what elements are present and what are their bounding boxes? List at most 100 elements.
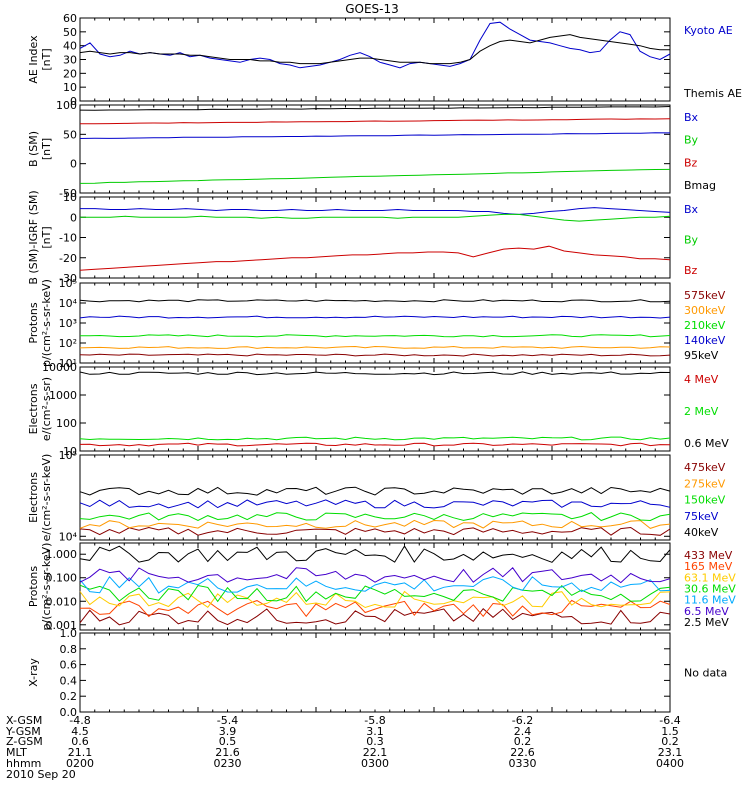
y-tick-label: -50 <box>59 187 77 200</box>
series-line <box>79 371 671 376</box>
footer-value: 0.3 <box>366 735 384 748</box>
legend-entry: 95keV <box>684 349 719 362</box>
panel-frame <box>79 104 671 194</box>
y-axis-title-line2: e/(cm²-s-sr) <box>40 377 53 441</box>
y-axis-title: Protons p/(cm²-s-sr-keV) <box>27 279 53 367</box>
series-line <box>79 499 671 509</box>
y-tick-label: 10⁵ <box>59 449 77 462</box>
y-tick-label: 10⁴ <box>59 530 78 543</box>
legend-entry: 6.5 MeV <box>684 605 729 618</box>
y-tick-label: 0.6 <box>60 659 78 672</box>
footer-row-label: X-GSM <box>6 714 42 727</box>
y-tick-label: 10¹ <box>59 357 77 370</box>
panel-frame <box>79 632 671 713</box>
panel-frame <box>79 282 671 364</box>
footer-row-label: hhmm <box>6 757 41 770</box>
footer-row-label: Z-GSM <box>6 735 43 748</box>
y-axis-title-line1: AE Index <box>27 35 40 84</box>
series-line <box>79 526 671 536</box>
footer-value: 0200 <box>66 757 94 770</box>
legend-entry: 30.6 MeV <box>684 583 736 596</box>
legend-entry: 40keV <box>684 526 719 539</box>
y-axis-title-line1: Protons <box>27 566 40 607</box>
legend-entry: By <box>684 134 699 147</box>
y-tick-label: 100 <box>56 99 77 112</box>
footer-value: 0330 <box>509 757 537 770</box>
legend-entry: 63.1 MeV <box>684 571 736 584</box>
y-tick-label: 10 <box>63 445 77 458</box>
series-line <box>79 545 671 563</box>
y-tick-label: 0.4 <box>60 674 78 687</box>
y-tick-label: 30 <box>63 54 77 67</box>
legend-entry: Themis AE <box>683 87 742 100</box>
legend-entry: Bx <box>684 111 699 124</box>
legend-entry: 165 MeV <box>684 560 733 573</box>
panel-3: -30 -20 -10 0 10 B (SM)-IGRF (SM) [nT] Bx By Bz <box>27 190 699 285</box>
footer-value: -4.8 <box>69 714 90 727</box>
y-tick-label: 0.010 <box>46 595 78 608</box>
legend-entry: 140keV <box>684 334 726 347</box>
legend-entry: 475keV <box>684 461 726 474</box>
y-tick-label: -20 <box>59 252 77 265</box>
y-axis-title-line2: [nT] <box>40 226 53 248</box>
legend-entry: 75keV <box>684 510 719 523</box>
y-tick-label: -10 <box>59 232 77 245</box>
series-line <box>79 21 671 69</box>
y-tick-label: 100 <box>56 417 77 430</box>
y-axis-title-line1: B (SM) <box>27 131 40 167</box>
y-tick-label: 0 <box>70 95 77 108</box>
series-line <box>79 442 671 447</box>
y-tick-label: 40 <box>63 40 77 53</box>
y-tick-label: 10000 <box>42 361 77 374</box>
y-tick-label: 10⁴ <box>59 297 78 310</box>
y-tick-label: 0 <box>70 211 77 224</box>
y-axis-title: X-ray <box>27 658 40 687</box>
legend-entry: Bx <box>684 203 699 216</box>
series-line <box>79 599 671 618</box>
series-line <box>79 345 671 349</box>
y-tick-label: 1.000 <box>46 548 78 561</box>
footer-value: 0300 <box>361 757 389 770</box>
footer-value: -6.4 <box>659 714 680 727</box>
footer-value: 1.5 <box>661 725 679 738</box>
y-axis-title-line1: Protons <box>27 302 40 343</box>
y-axis-title-line1: X-ray <box>27 658 40 687</box>
y-axis-title-line2: p/(cm²-s-sr-keV) <box>40 279 53 367</box>
series-line <box>79 436 671 441</box>
panel-4: 10¹ 10² 10³ 10⁴ 10⁵ Protons p/(cm²-s-sr-keV) 57… <box>27 277 726 370</box>
series-line <box>79 168 671 184</box>
legend-entry: Bz <box>684 156 698 169</box>
series-line <box>79 519 671 529</box>
series-line <box>79 34 670 65</box>
footer-row-label: MLT <box>6 746 27 759</box>
legend-entry: By <box>684 234 699 247</box>
legend-entry: 2.5 MeV <box>684 616 729 629</box>
plot-title: GOES-13 <box>345 2 399 16</box>
footer-value: -5.4 <box>217 714 238 727</box>
y-tick-label: 10 <box>63 81 77 94</box>
legend-entry: 0.6 MeV <box>684 437 729 450</box>
series-line <box>79 607 671 626</box>
y-axis-title-line1: Electrons <box>27 472 40 523</box>
y-tick-label: 0.0 <box>60 706 78 719</box>
footer-value: 3.9 <box>219 725 237 738</box>
legend-entry: 11.6 MeV <box>684 594 736 607</box>
series-line <box>79 315 671 319</box>
y-axis-title-line2: e/(cm²-s-sr-keV) <box>40 454 53 542</box>
y-axis-title: Electrons e/(cm²-s-sr-keV) <box>27 454 53 542</box>
y-axis-title-line1: Electrons <box>27 383 40 434</box>
y-tick-label: 10² <box>59 337 77 350</box>
footer-value: 21.6 <box>215 746 240 759</box>
legend-entry: 275keV <box>684 477 726 490</box>
y-axis-title: Protons p/(cm²-s-sr-keV) <box>27 543 53 631</box>
no-data-note: No data <box>684 667 727 680</box>
footer-value: 0.6 <box>71 735 89 748</box>
series-line <box>79 575 671 594</box>
y-axis-title: B (SM)-IGRF (SM) [nT] <box>27 190 53 284</box>
footer-value: 0230 <box>214 757 242 770</box>
y-axis-title: AE Index [nT] <box>27 35 53 84</box>
y-tick-label: 1.0 <box>60 627 78 640</box>
legend-entry: 150keV <box>684 494 726 507</box>
